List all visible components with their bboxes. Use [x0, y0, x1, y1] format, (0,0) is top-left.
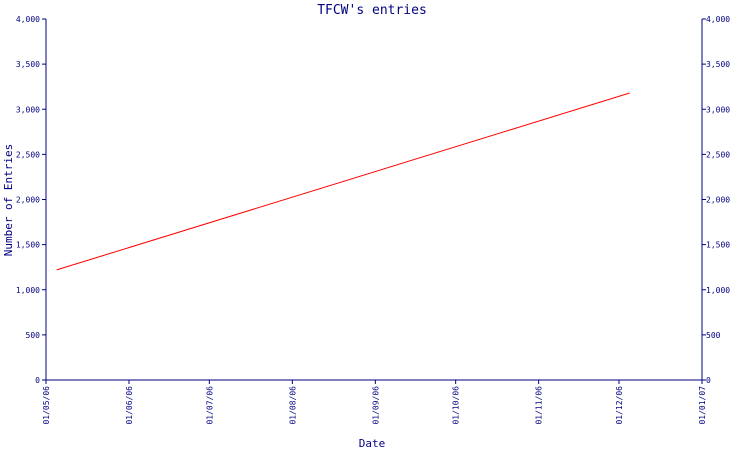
x-tick-label: 01/01/07 — [698, 386, 707, 425]
x-tick-label: 01/11/06 — [535, 386, 544, 425]
x-axis-label: Date — [359, 437, 386, 450]
x-tick-label: 01/08/06 — [288, 386, 297, 425]
y-ticks-left: 0 500 1,000 1,500 2,000 2,500 3,000 3,500 4,000 — [16, 15, 46, 385]
y-tick-label-right: 2,500 — [706, 150, 730, 159]
y-tick-label-left: 4,000 — [16, 15, 40, 24]
y-tick-label-left: 0 — [35, 376, 40, 385]
y-tick-label-right: 500 — [706, 331, 721, 340]
y-tick-label-right: 2,000 — [706, 196, 730, 205]
y-tick-label-left: 500 — [26, 331, 41, 340]
x-tick-label: 01/09/06 — [371, 386, 380, 425]
y-tick-label-left: 2,500 — [16, 150, 40, 159]
y-ticks-right: 0 500 1,000 1,500 2,000 2,500 3,000 3,500 4,000 — [702, 15, 730, 385]
x-tick-label: 01/07/06 — [205, 386, 214, 425]
y-tick-label-right: 4,000 — [706, 15, 730, 24]
x-tick-label: 01/06/06 — [125, 386, 134, 425]
x-tick-label: 01/05/06 — [42, 386, 51, 425]
y-tick-label-right: 1,000 — [706, 286, 730, 295]
y-tick-label-left: 1,000 — [16, 286, 40, 295]
entries-series-line — [56, 92, 630, 271]
x-ticks: 01/05/06 01/06/06 01/07/06 01/08/06 01/09/06… — [42, 380, 707, 425]
y-tick-label-left: 3,000 — [16, 105, 40, 114]
y-tick-label-left: 2,000 — [16, 196, 40, 205]
y-tick-label-right: 1,500 — [706, 241, 730, 250]
y-tick-label-right: 0 — [706, 376, 711, 385]
x-tick-label: 01/10/06 — [452, 386, 461, 425]
y-tick-label-left: 1,500 — [16, 241, 40, 250]
y-axis-label: Number of Entries — [2, 144, 15, 257]
chart-title: TFCW's entries — [317, 3, 427, 18]
series-layer — [56, 92, 630, 271]
y-tick-label-left: 3,500 — [16, 60, 40, 69]
y-tick-label-right: 3,500 — [706, 60, 730, 69]
plot-frame — [45, 19, 703, 381]
x-tick-label: 01/12/06 — [615, 386, 624, 425]
y-tick-label-right: 3,000 — [706, 105, 730, 114]
